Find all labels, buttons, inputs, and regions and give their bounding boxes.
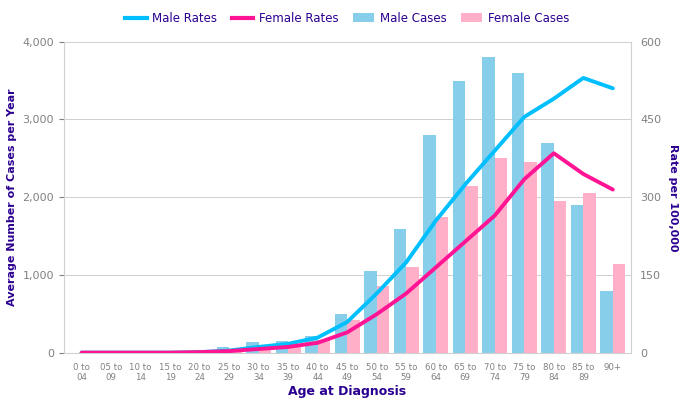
Bar	[453, 81, 465, 353]
Bar	[465, 185, 477, 353]
Bar	[318, 339, 330, 353]
Bar	[246, 342, 259, 353]
Bar	[584, 194, 596, 353]
Bar	[553, 201, 566, 353]
Bar	[216, 347, 229, 353]
Bar	[571, 205, 584, 353]
Bar	[423, 135, 436, 353]
X-axis label: Age at Diagnosis: Age at Diagnosis	[288, 385, 406, 398]
Bar	[259, 345, 271, 353]
Bar	[541, 143, 553, 353]
Bar	[364, 271, 377, 353]
Bar	[377, 286, 389, 353]
Bar	[406, 267, 419, 353]
Legend: Male Rates, Female Rates, Male Cases, Female Cases: Male Rates, Female Rates, Male Cases, Fe…	[121, 7, 574, 30]
Bar	[524, 162, 536, 353]
Bar	[495, 158, 507, 353]
Bar	[512, 73, 524, 353]
Bar	[436, 217, 448, 353]
Bar	[613, 264, 625, 353]
Bar	[306, 336, 318, 353]
Bar	[276, 341, 288, 353]
Bar	[482, 57, 495, 353]
Bar	[601, 291, 613, 353]
Y-axis label: Average Number of Cases per Year: Average Number of Cases per Year	[7, 89, 17, 306]
Bar	[229, 349, 242, 353]
Bar	[187, 352, 199, 353]
Bar	[199, 352, 212, 353]
Bar	[288, 345, 301, 353]
Y-axis label: Rate per 100,000: Rate per 100,000	[668, 144, 678, 251]
Bar	[394, 228, 406, 353]
Bar	[347, 320, 360, 353]
Bar	[335, 314, 347, 353]
